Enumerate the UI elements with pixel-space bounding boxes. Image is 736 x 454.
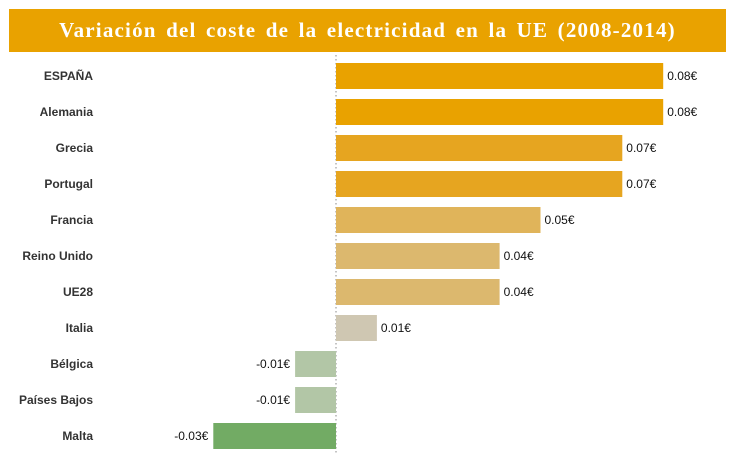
category-label: Portugal — [44, 177, 93, 191]
bar — [336, 171, 623, 197]
category-label: Francia — [50, 213, 93, 227]
bar — [295, 387, 336, 413]
bar — [336, 135, 623, 161]
value-label: 0.08€ — [667, 69, 697, 83]
bar — [213, 423, 336, 449]
value-label: -0.03€ — [174, 429, 208, 443]
bar — [336, 207, 541, 233]
value-label: 0.04€ — [504, 249, 534, 263]
value-label: 0.01€ — [381, 321, 411, 335]
bar — [295, 351, 336, 377]
category-label: Alemania — [40, 105, 94, 119]
bar — [336, 315, 377, 341]
bar — [336, 243, 500, 269]
chart-title-banner: Variación del coste de la electricidad e… — [9, 9, 726, 52]
value-label: 0.08€ — [667, 105, 697, 119]
bar — [336, 99, 664, 125]
category-label: Países Bajos — [19, 393, 93, 407]
value-label: -0.01€ — [256, 357, 290, 371]
category-label: UE28 — [63, 285, 93, 299]
bar — [336, 279, 500, 305]
value-label: 0.05€ — [545, 213, 575, 227]
value-label: -0.01€ — [256, 393, 290, 407]
value-label: 0.04€ — [504, 285, 534, 299]
category-label: Bélgica — [50, 357, 93, 371]
bar — [336, 63, 664, 89]
category-label: ESPAÑA — [44, 68, 93, 83]
category-label: Reino Unido — [22, 249, 93, 263]
value-label: 0.07€ — [626, 177, 656, 191]
category-label: Grecia — [56, 141, 94, 155]
category-label: Malta — [62, 429, 93, 443]
category-label: Italia — [66, 321, 94, 335]
chart-title: Variación del coste de la electricidad e… — [59, 18, 676, 42]
value-label: 0.07€ — [626, 141, 656, 155]
